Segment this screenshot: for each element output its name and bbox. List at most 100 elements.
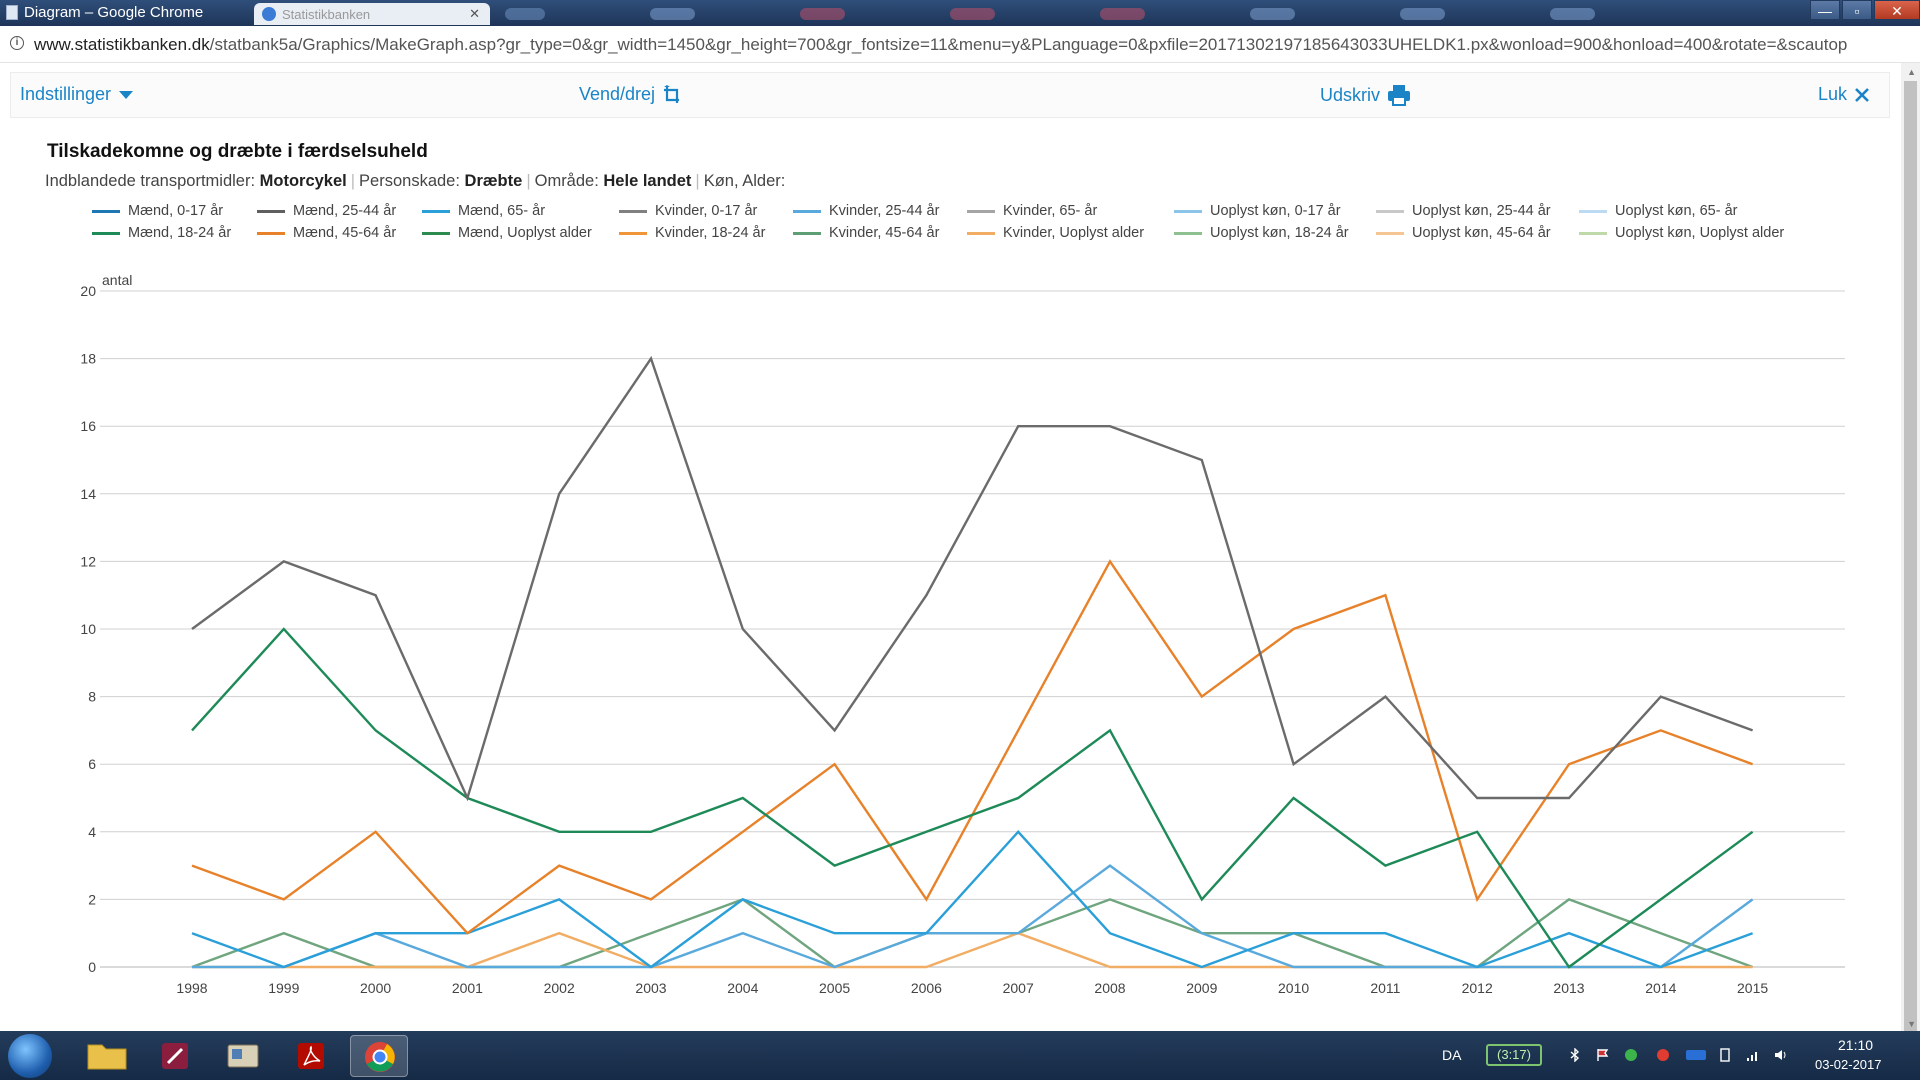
legend-swatch: [1174, 231, 1202, 235]
x-tick-label: 2008: [1094, 980, 1125, 995]
area-value: Hele landet: [603, 172, 692, 190]
scroll-down-icon[interactable]: ▼: [1907, 1019, 1916, 1029]
close-graph-button[interactable]: Luk: [1818, 84, 1870, 105]
legend-swatch: [257, 231, 285, 235]
series-line[interactable]: [191, 627, 1754, 969]
x-tick-label: 2005: [819, 980, 850, 995]
legend-item[interactable]: Uoplyst køn, 45-64 år: [1376, 225, 1551, 241]
legend-item[interactable]: Mænd, Uoplyst alder: [422, 225, 592, 241]
rotate-button[interactable]: Vend/drej: [579, 84, 682, 105]
legend-item[interactable]: Kvinder, 18-24 år: [619, 225, 765, 241]
x-tick-label: 2002: [544, 980, 575, 995]
x-tick-label: 2010: [1278, 980, 1309, 995]
minimize-button[interactable]: —: [1810, 0, 1840, 20]
background-blur-shape: [1250, 8, 1295, 20]
antivirus-icon[interactable]: [1656, 1048, 1670, 1062]
start-button[interactable]: [8, 1034, 52, 1078]
tab-close-icon[interactable]: ✕: [469, 6, 480, 21]
clock-date[interactable]: 03-02-2017: [1815, 1057, 1882, 1072]
legend-swatch: [793, 209, 821, 213]
battery-icon[interactable]: [1718, 1048, 1732, 1062]
legend-item[interactable]: Mænd, 25-44 år: [257, 203, 396, 219]
legend-item[interactable]: Mænd, 18-24 år: [92, 225, 231, 241]
sex-age-label: Køn, Alder:: [703, 172, 786, 190]
injury-label: Personskade:: [359, 172, 460, 190]
clock-time[interactable]: 21:10: [1838, 1037, 1874, 1053]
window-title: Diagram – Google Chrome: [24, 4, 204, 21]
document-icon: [6, 5, 18, 20]
wd-drive-icon[interactable]: [1686, 1048, 1706, 1062]
browser-tab[interactable]: Statistikbanken ✕: [254, 3, 490, 25]
info-icon[interactable]: i: [10, 36, 24, 50]
chart-legend: Mænd, 0-17 år Mænd, 18-24 år Mænd, 25-44 å…: [92, 203, 1832, 247]
url-field[interactable]: www.statistikbanken.dk/statbank5a/Graphi…: [34, 35, 1914, 55]
maximize-button[interactable]: ▫: [1842, 0, 1872, 20]
series-line[interactable]: [191, 355, 1754, 802]
legend-label: Kvinder, 25-44 år: [829, 203, 940, 219]
taskbar-acrobat[interactable]: [282, 1035, 340, 1077]
x-tick-label: 2004: [727, 980, 758, 995]
print-button[interactable]: Udskriv: [1320, 84, 1411, 106]
legend-label: Uoplyst køn, 0-17 år: [1210, 203, 1341, 219]
legend-swatch: [1174, 209, 1202, 213]
bluetooth-icon[interactable]: [1568, 1048, 1582, 1062]
series-line[interactable]: [192, 864, 1754, 969]
x-tick-label: 2001: [452, 980, 483, 995]
x-tick-label: 2015: [1737, 980, 1768, 995]
legend-item[interactable]: Mænd, 65- år: [422, 203, 545, 219]
legend-label: Mænd, 65- år: [458, 203, 546, 219]
background-blur-shape: [950, 8, 995, 20]
vertical-scrollbar[interactable]: ▲ ▼: [1901, 63, 1920, 1036]
x-tick-label: 2000: [360, 980, 391, 995]
y-tick-label: 4: [88, 824, 96, 840]
legend-item[interactable]: Uoplyst køn, 65- år: [1579, 203, 1738, 219]
legend-swatch: [92, 231, 120, 235]
taskbar-explorer[interactable]: [78, 1035, 136, 1077]
legend-item[interactable]: Kvinder, Uoplyst alder: [967, 225, 1144, 241]
action-center-flag-icon[interactable]: [1596, 1048, 1610, 1062]
folder-icon: [87, 1044, 127, 1070]
series-line[interactable]: [192, 931, 1753, 969]
legend-label: Mænd, 18-24 år: [128, 225, 232, 241]
legend-item[interactable]: Mænd, 45-64 år: [257, 225, 396, 241]
legend-item[interactable]: Kvinder, 65- år: [967, 203, 1097, 219]
legend-swatch: [1376, 209, 1404, 213]
volume-icon[interactable]: [1774, 1048, 1788, 1062]
y-tick-label: 18: [80, 351, 96, 367]
legend-item[interactable]: Kvinder, 45-64 år: [793, 225, 939, 241]
legend-item[interactable]: Uoplyst køn, 0-17 år: [1174, 203, 1341, 219]
address-bar[interactable]: i www.statistikbanken.dk/statbank5a/Grap…: [0, 26, 1920, 63]
close-window-button[interactable]: ✕: [1874, 0, 1920, 20]
legend-item[interactable]: Mænd, 0-17 år: [92, 203, 223, 219]
legend-item[interactable]: Uoplyst køn, 25-44 år: [1376, 203, 1551, 219]
language-indicator[interactable]: DA: [1442, 1047, 1462, 1063]
y-tick-label: 14: [80, 486, 96, 502]
legend-item[interactable]: Kvinder, 0-17 år: [619, 203, 757, 219]
chrome-icon: [365, 1042, 395, 1072]
x-tick-label: 2014: [1645, 980, 1676, 995]
battery-indicator[interactable]: (3:17): [1486, 1044, 1542, 1066]
scroll-up-icon[interactable]: ▲: [1907, 67, 1916, 77]
taskbar-chrome[interactable]: [350, 1035, 408, 1077]
legend-label: Mænd, 45-64 år: [293, 225, 397, 241]
legend-swatch: [619, 209, 647, 213]
x-tick-label: 1998: [176, 980, 207, 995]
legend-item[interactable]: Uoplyst køn, Uoplyst alder: [1579, 225, 1784, 241]
sync-icon[interactable]: [1624, 1048, 1638, 1062]
x-tick-label: 2012: [1462, 980, 1493, 995]
y-tick-label: 6: [88, 756, 96, 772]
legend-item[interactable]: Uoplyst køn, 18-24 år: [1174, 225, 1349, 241]
y-tick-label: 16: [80, 418, 96, 434]
x-tick-label: 2011: [1370, 980, 1400, 995]
taskbar-app-red[interactable]: [146, 1035, 204, 1077]
taskbar-app-card[interactable]: [214, 1035, 272, 1077]
settings-menu-button[interactable]: Indstillinger: [20, 84, 134, 105]
network-signal-icon[interactable]: [1746, 1048, 1760, 1062]
series-line[interactable]: [191, 559, 1754, 935]
series-line[interactable]: [191, 830, 1754, 969]
scroll-thumb[interactable]: [1904, 81, 1917, 1036]
legend-label: Uoplyst køn, 25-44 år: [1412, 203, 1551, 219]
legend-swatch: [1579, 209, 1607, 213]
card-icon: [227, 1044, 259, 1068]
legend-item[interactable]: Kvinder, 25-44 år: [793, 203, 939, 219]
